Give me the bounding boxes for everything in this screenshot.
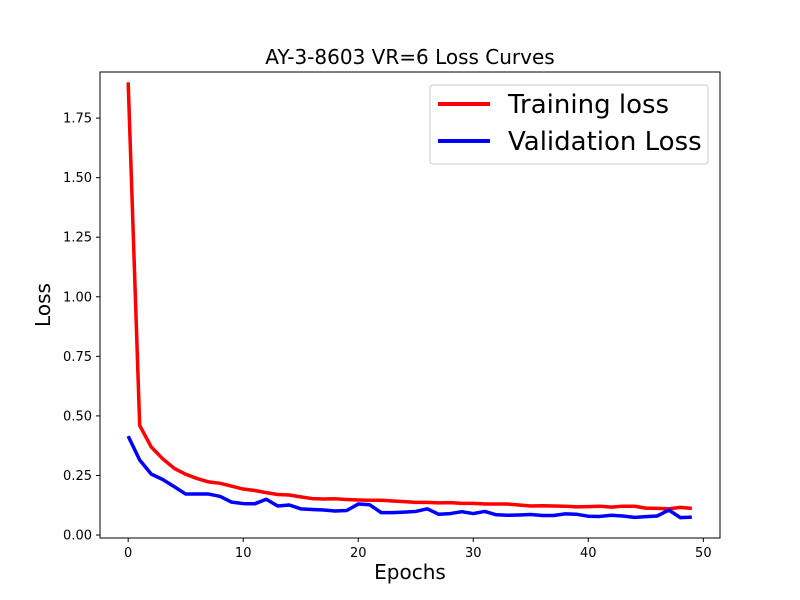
y-tick-label: 1.25 (63, 231, 92, 246)
series-lines (126, 82, 692, 520)
x-tick-label: 0 (124, 546, 132, 561)
y-tick-label: 0.25 (63, 469, 92, 484)
legend: Training loss Validation Loss (429, 84, 709, 165)
y-tick-label: 0.75 (63, 350, 92, 365)
plot-frame (99, 71, 721, 539)
x-tick-label: 40 (580, 546, 597, 561)
x-axis-label: Epochs (374, 560, 446, 584)
y-tick-label: 1.75 (63, 112, 92, 127)
y-axis-label: Loss (31, 283, 55, 327)
x-tick-label: 20 (350, 546, 367, 561)
training-loss-line (126, 82, 692, 511)
validation-loss-line (126, 435, 692, 520)
x-tick-label: 30 (465, 546, 482, 561)
legend-box (429, 84, 709, 165)
chart-title: AY-3-8603 VR=6 Loss Curves (265, 45, 554, 69)
y-tick-label: 0.00 (63, 529, 92, 544)
x-tick-label: 50 (695, 546, 712, 561)
legend-training-label: Training loss (507, 90, 669, 120)
y-tick-label: 1.50 (63, 171, 92, 186)
legend-validation-label: Validation Loss (508, 127, 702, 157)
y-tick-label: 1.00 (63, 290, 92, 305)
axis-ticks: 0 10 20 30 40 50 0.00 0.25 0.50 0.75 1.00 1.25 1.50 1… (63, 112, 712, 561)
y-tick-label: 0.50 (63, 409, 92, 424)
x-tick-label: 10 (235, 546, 252, 561)
plot-area: 0 10 20 30 40 50 0.00 0.25 0.50 0.75 1.00 1.25 1.50 1… (63, 71, 721, 561)
